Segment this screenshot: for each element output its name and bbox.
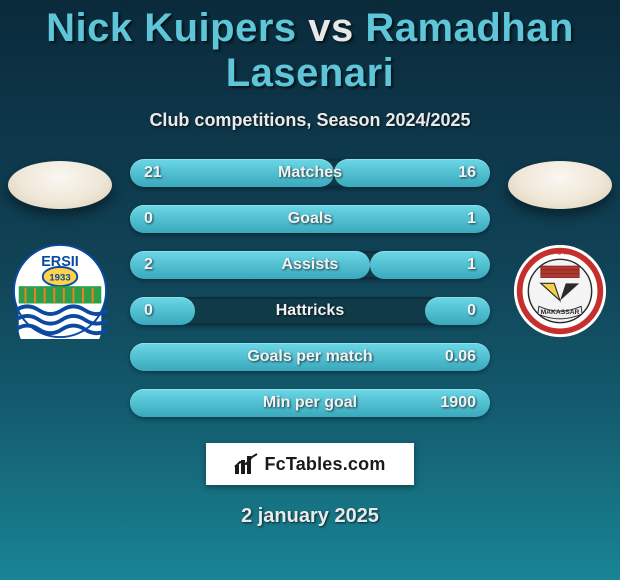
brand-text: FcTables.com xyxy=(264,454,385,475)
stat-value-right: 16 xyxy=(458,159,476,187)
stat-value-right: 1 xyxy=(467,251,476,279)
stat-row: Min per goal1900 xyxy=(130,389,490,417)
stat-row: 2Assists1 xyxy=(130,251,490,279)
date-text: 2 january 2025 xyxy=(0,505,620,528)
player1-photo xyxy=(8,161,112,209)
page-title: Nick Kuipers vs Ramadhan Lasenari xyxy=(0,0,620,96)
player2-club-crest: MAKASSAR P S M xyxy=(512,243,608,339)
stat-label: Hattricks xyxy=(130,297,490,325)
player2-photo xyxy=(508,161,612,209)
right-side: MAKASSAR P S M xyxy=(500,159,620,339)
stat-label: Assists xyxy=(130,251,490,279)
stat-value-right: 1900 xyxy=(440,389,476,417)
stat-label: Goals per match xyxy=(130,343,490,371)
svg-text:P S M: P S M xyxy=(551,250,570,257)
player1-club-crest: ERSII 1933 xyxy=(12,243,108,339)
svg-text:MAKASSAR: MAKASSAR xyxy=(541,309,580,316)
persib-crest-icon: ERSII 1933 xyxy=(12,243,108,339)
player1-name: Nick Kuipers xyxy=(46,6,297,50)
stat-value-right: 0.06 xyxy=(445,343,476,371)
comparison-area: ERSII 1933 xyxy=(0,159,620,417)
stat-value-right: 0 xyxy=(467,297,476,325)
left-side: ERSII 1933 xyxy=(0,159,120,339)
subtitle: Club competitions, Season 2024/2025 xyxy=(0,110,620,131)
stat-row: 0Hattricks0 xyxy=(130,297,490,325)
brand-badge: FcTables.com xyxy=(206,443,414,485)
vs-text: vs xyxy=(308,6,354,50)
stat-row: 21Matches16 xyxy=(130,159,490,187)
stat-value-right: 1 xyxy=(467,205,476,233)
svg-text:1933: 1933 xyxy=(49,272,70,283)
stat-row: 0Goals1 xyxy=(130,205,490,233)
psm-crest-icon: MAKASSAR P S M xyxy=(512,243,608,339)
brand-logo-icon xyxy=(234,453,258,475)
stat-label: Goals xyxy=(130,205,490,233)
stat-bars: 21Matches160Goals12Assists10Hattricks0Go… xyxy=(130,159,490,417)
stat-row: Goals per match0.06 xyxy=(130,343,490,371)
stat-label: Min per goal xyxy=(130,389,490,417)
stat-label: Matches xyxy=(130,159,490,187)
